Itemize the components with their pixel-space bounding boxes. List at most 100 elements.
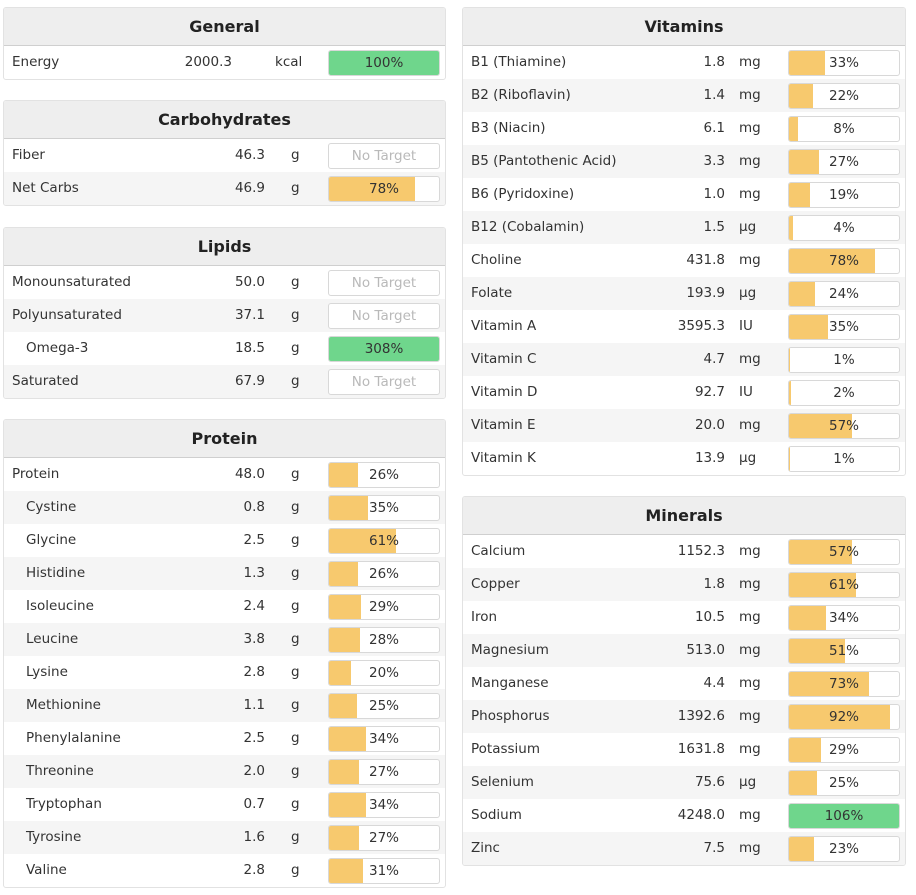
nutrient-row-energy: Energy 2000.3 kcal 100% [4,46,445,79]
nutrient-row-methionine: Methionine 1.1 g 25% [4,689,445,722]
nutrient-unit: mg [739,576,761,592]
nutrient-row-b2-riboflavin: B2 (Riboflavin) 1.4 mg 22% [463,79,905,112]
target-progress-bar: 78% [788,248,900,274]
nutrient-row-phosphorus: Phosphorus 1392.6 mg 92% [463,700,905,733]
general-panel: General Energy 2000.3 kcal 100% [3,7,446,80]
target-progress-bar: 73% [788,671,900,697]
nutrient-row-monounsaturated: Monounsaturated 50.0 g No Target [4,266,445,299]
nutrient-row-b5-pantothenic-acid: B5 (Pantothenic Acid) 3.3 mg 27% [463,145,905,178]
progress-percent-label: 34% [368,797,399,813]
progress-percent-label: 26% [368,467,399,483]
target-progress-bar: 4% [788,215,900,241]
progress-percent-label: 61% [368,533,399,549]
nutrient-amount: 1.0 [703,186,725,202]
nutrient-name: B5 (Pantothenic Acid) [471,153,617,169]
nutrient-name: Fiber [12,147,45,163]
progress-percent-label: 100% [364,55,404,71]
progress-fill [789,51,826,75]
progress-percent-label: 51% [828,643,859,659]
nutrient-unit: mg [739,186,761,202]
nutrient-name: Saturated [12,373,79,389]
nutrient-row-fiber: Fiber 46.3 g No Target [4,139,445,172]
progress-percent-label: 28% [368,632,399,648]
nutrient-unit: g [291,664,300,680]
progress-fill [329,51,439,75]
progress-percent-label: 78% [828,253,859,269]
nutrient-unit: g [291,565,300,581]
nutrient-row-magnesium: Magnesium 513.0 mg 51% [463,634,905,667]
target-progress-bar: No Target [328,303,440,329]
nutrient-unit: g [291,373,300,389]
nutrient-name: Phenylalanine [26,730,121,746]
target-progress-bar: No Target [328,143,440,169]
progress-percent-label: 106% [824,808,864,824]
nutrient-unit: g [291,307,300,323]
nutrient-row-lysine: Lysine 2.8 g 20% [4,656,445,689]
nutrient-row-vitamin-a: Vitamin A 3595.3 IU 35% [463,310,905,343]
progress-fill [789,738,821,762]
target-progress-bar: 34% [328,726,440,752]
nutrient-name: Methionine [26,697,101,713]
target-progress-bar: 23% [788,836,900,862]
panel-title: Minerals [463,497,905,535]
progress-percent-label: 29% [368,599,399,615]
nutrient-row-potassium: Potassium 1631.8 mg 29% [463,733,905,766]
progress-fill [789,282,816,306]
nutrient-unit: g [291,499,300,515]
nutrient-amount: 2.5 [243,532,265,548]
nutrient-amount: 3595.3 [677,318,725,334]
nutrient-amount: 10.5 [694,609,725,625]
target-progress-bar: 61% [328,528,440,554]
nutrient-row-histidine: Histidine 1.3 g 26% [4,557,445,590]
target-progress-bar: 78% [328,176,440,202]
progress-fill [789,183,810,207]
target-progress-bar: 20% [328,660,440,686]
progress-percent-label: 25% [368,698,399,714]
progress-percent-label: 35% [828,319,859,335]
nutrient-row-tyrosine: Tyrosine 1.6 g 27% [4,821,445,854]
nutrient-name: Glycine [26,532,77,548]
target-progress-bar: 100% [328,50,440,76]
nutrient-unit: mg [739,153,761,169]
target-progress-bar: 51% [788,638,900,664]
progress-percent-label: 308% [364,341,404,357]
progress-percent-label: 34% [828,610,859,626]
progress-fill [329,826,359,850]
nutrient-amount: 37.1 [234,307,265,323]
nutrient-row-vitamin-k: Vitamin K 13.9 µg 1% [463,442,905,475]
progress-fill [789,672,870,696]
nutrient-name: Potassium [471,741,541,757]
progress-percent-label: 33% [828,55,859,71]
progress-percent-label: 34% [368,731,399,747]
nutrient-row-vitamin-e: Vitamin E 20.0 mg 57% [463,409,905,442]
progress-fill [789,804,899,828]
progress-fill [329,694,357,718]
nutrient-name: Magnesium [471,642,549,658]
nutrient-row-saturated: Saturated 67.9 g No Target [4,365,445,398]
vitamins-panel: Vitamins B1 (Thiamine) 1.8 mg 33% B2 (Ribofl… [462,7,906,476]
progress-percent-label: No Target [351,374,417,390]
progress-fill [789,837,815,861]
nutrient-row-b12-cobalamin: B12 (Cobalamin) 1.5 µg 4% [463,211,905,244]
progress-fill [329,661,351,685]
nutrient-row-b3-niacin: B3 (Niacin) 6.1 mg 8% [463,112,905,145]
progress-fill [789,606,827,630]
target-progress-bar: 27% [328,825,440,851]
nutrient-unit: mg [739,417,761,433]
nutrient-unit: mg [739,252,761,268]
nutrient-unit: mg [739,807,761,823]
nutrient-unit: mg [739,87,761,103]
target-progress-bar: No Target [328,270,440,296]
target-progress-bar: 35% [788,314,900,340]
progress-fill [329,177,415,201]
nutrient-unit: mg [739,543,761,559]
nutrient-amount: 4248.0 [677,807,725,823]
progress-percent-label: 26% [368,566,399,582]
progress-percent-label: 35% [368,500,399,516]
progress-percent-label: 57% [828,544,859,560]
progress-percent-label: 27% [368,830,399,846]
target-progress-bar: 28% [328,627,440,653]
nutrient-name: B2 (Riboflavin) [471,87,571,103]
target-progress-bar: 29% [328,594,440,620]
nutrient-unit: mg [739,840,761,856]
